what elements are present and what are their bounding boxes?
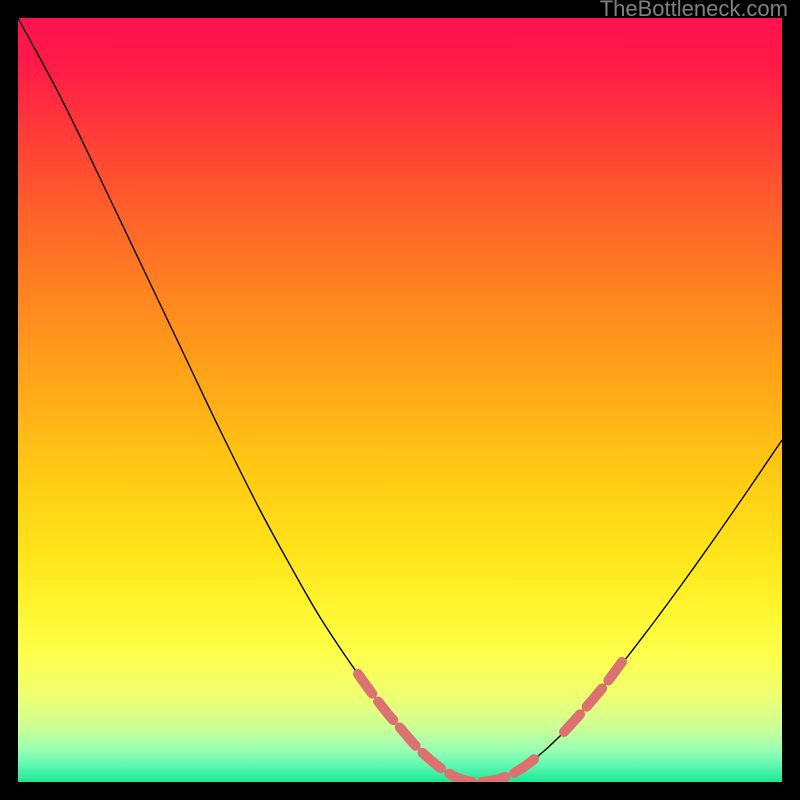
watermark-text: TheBottleneck.com <box>600 0 788 22</box>
highlight-segment <box>564 662 622 732</box>
chart-root: TheBottleneck.com <box>0 0 800 800</box>
highlight-segment <box>358 674 540 782</box>
main-curve <box>18 18 782 782</box>
curve-svg-layer <box>0 0 800 800</box>
